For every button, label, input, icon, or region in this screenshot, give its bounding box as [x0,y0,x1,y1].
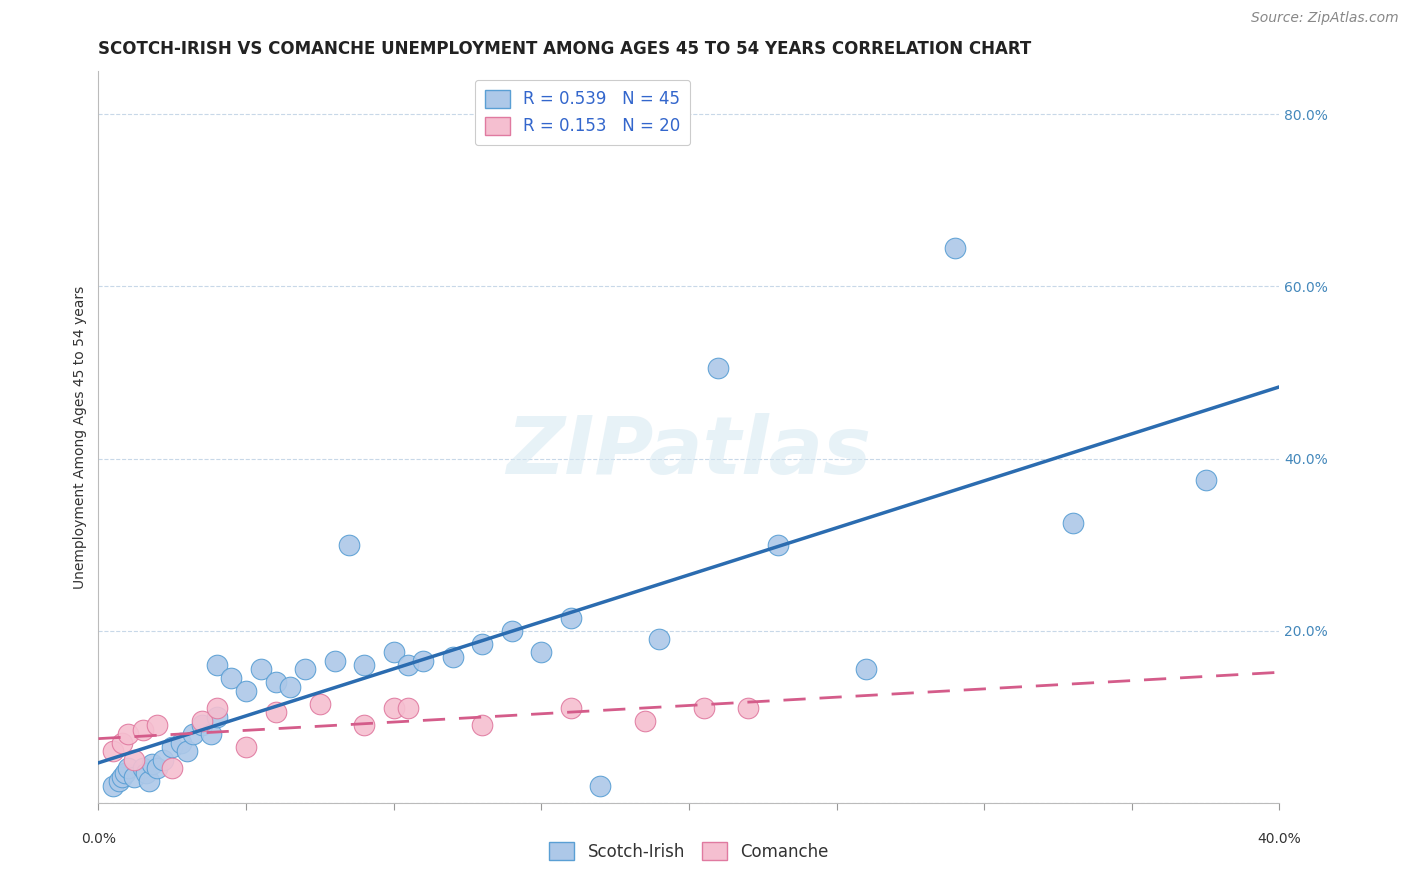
Point [146,718,169,732]
Point [122,753,145,767]
Point [200,727,222,741]
Point [181,727,204,741]
Point [122,770,145,784]
Point [1195,473,1218,487]
Point [855,662,877,676]
Point [170,735,193,749]
Point [235,684,257,698]
Point [1062,516,1084,530]
Point [382,645,405,659]
Point [353,658,375,673]
Point [737,701,759,715]
Point [264,706,287,720]
Point [152,753,174,767]
Point [560,611,582,625]
Point [441,649,464,664]
Point [707,361,730,376]
Legend: Scotch-Irish, Comanche: Scotch-Irish, Comanche [543,836,835,868]
Point [132,723,155,737]
Point [114,765,136,780]
Point [943,241,966,255]
Point [530,645,553,659]
Text: SCOTCH-IRISH VS COMANCHE UNEMPLOYMENT AMONG AGES 45 TO 54 YEARS CORRELATION CHAR: SCOTCH-IRISH VS COMANCHE UNEMPLOYMENT AM… [98,40,1032,58]
Text: 0.0%: 0.0% [82,832,115,846]
Point [264,675,287,690]
Point [162,739,183,754]
Point [191,714,214,728]
Point [111,735,134,749]
Point [132,761,155,775]
Point [138,774,160,789]
Point [648,632,671,647]
Point [560,701,582,715]
Point [205,701,228,715]
Point [337,538,360,552]
Point [396,701,419,715]
Point [396,658,419,673]
Point [108,774,131,789]
Point [235,739,257,754]
Point [162,761,183,775]
Point [589,779,612,793]
Point [633,714,655,728]
Point [117,761,139,775]
Point [412,654,434,668]
Point [382,701,405,715]
Point [205,710,228,724]
Point [309,697,332,711]
Point [471,637,494,651]
Point [294,662,316,676]
Point [176,744,198,758]
Point [103,779,125,793]
Point [219,671,242,685]
Point [191,718,214,732]
Point [103,744,125,758]
Point [205,658,228,673]
Point [471,718,494,732]
Y-axis label: Unemployment Among Ages 45 to 54 years: Unemployment Among Ages 45 to 54 years [73,285,87,589]
Point [353,718,375,732]
Point [135,765,157,780]
Text: 40.0%: 40.0% [1257,832,1302,846]
Point [501,624,523,638]
Point [141,757,163,772]
Point [111,770,134,784]
Point [766,538,789,552]
Point [117,727,139,741]
Text: ZIPatlas: ZIPatlas [506,413,872,491]
Point [146,761,169,775]
Text: Source: ZipAtlas.com: Source: ZipAtlas.com [1251,12,1399,25]
Point [250,662,273,676]
Point [278,680,302,694]
Point [323,654,346,668]
Point [693,701,716,715]
